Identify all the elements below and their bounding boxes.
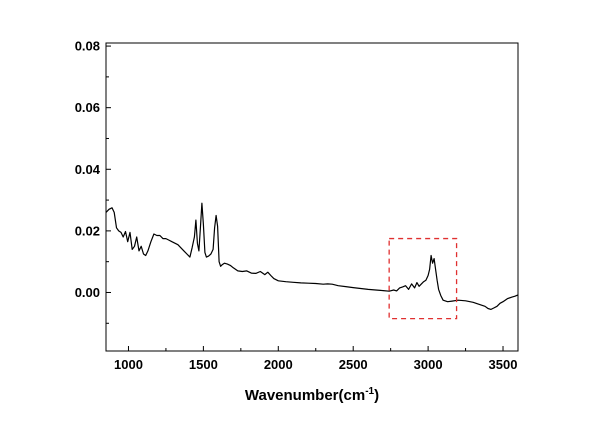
x-tick-label: 2500 (339, 357, 368, 372)
y-tick-label: 0.06 (75, 100, 100, 115)
x-axis: 1000 1500 2000 2500 3000 3500 (114, 346, 517, 372)
plot-frame (105, 42, 519, 352)
highlight-box (388, 237, 458, 320)
x-tick-label: 1000 (114, 357, 143, 372)
y-axis: 0.00 0.02 0.04 0.06 0.08 (75, 39, 111, 324)
x-tick-label: 3500 (489, 357, 518, 372)
series-line (105, 202, 519, 310)
y-tick-label: 0.00 (75, 285, 100, 300)
y-tick-label: 0.04 (75, 162, 101, 177)
y-tick-label: 0.08 (75, 39, 100, 54)
x-axis-title: Wavenumber(cm-1) (245, 386, 379, 404)
y-tick-label: 0.02 (75, 223, 100, 238)
x-tick-label: 2000 (264, 357, 293, 372)
x-tick-label: 1500 (189, 357, 218, 372)
x-tick-label: 3000 (414, 357, 443, 372)
